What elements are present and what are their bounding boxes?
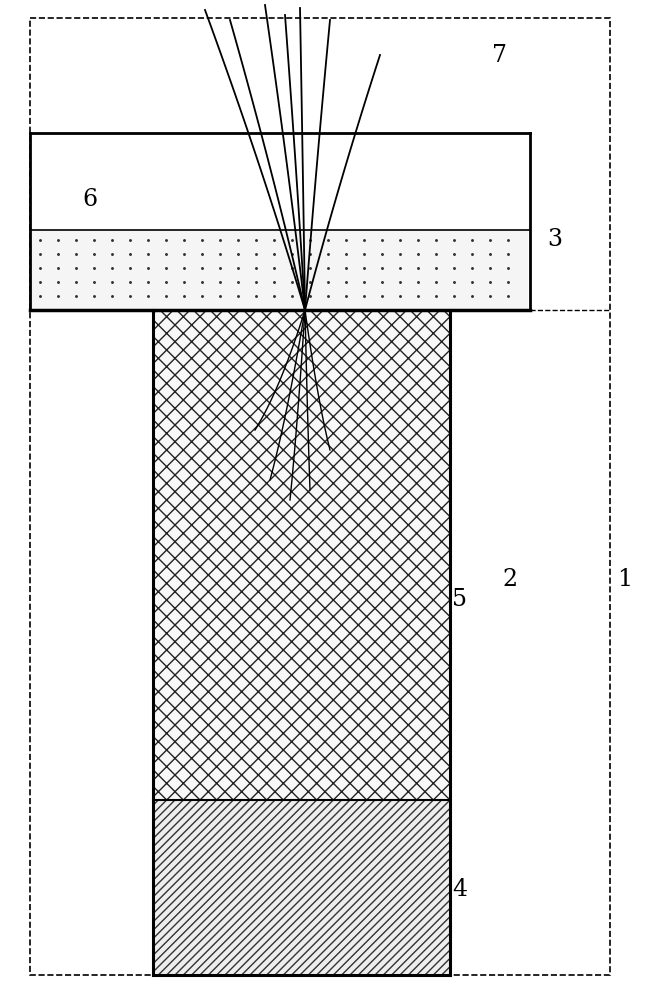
Bar — [153, 310, 450, 800]
Text: 6: 6 — [83, 188, 97, 212]
Bar — [153, 800, 450, 975]
Text: 7: 7 — [493, 43, 508, 66]
Bar — [32, 231, 528, 309]
Text: 1: 1 — [617, 568, 633, 591]
Text: 4: 4 — [452, 879, 468, 902]
Text: 3: 3 — [548, 229, 562, 251]
Text: 5: 5 — [453, 588, 468, 611]
Text: 2: 2 — [502, 568, 517, 591]
Bar — [153, 310, 450, 800]
Bar — [30, 18, 610, 975]
Bar — [153, 800, 450, 975]
